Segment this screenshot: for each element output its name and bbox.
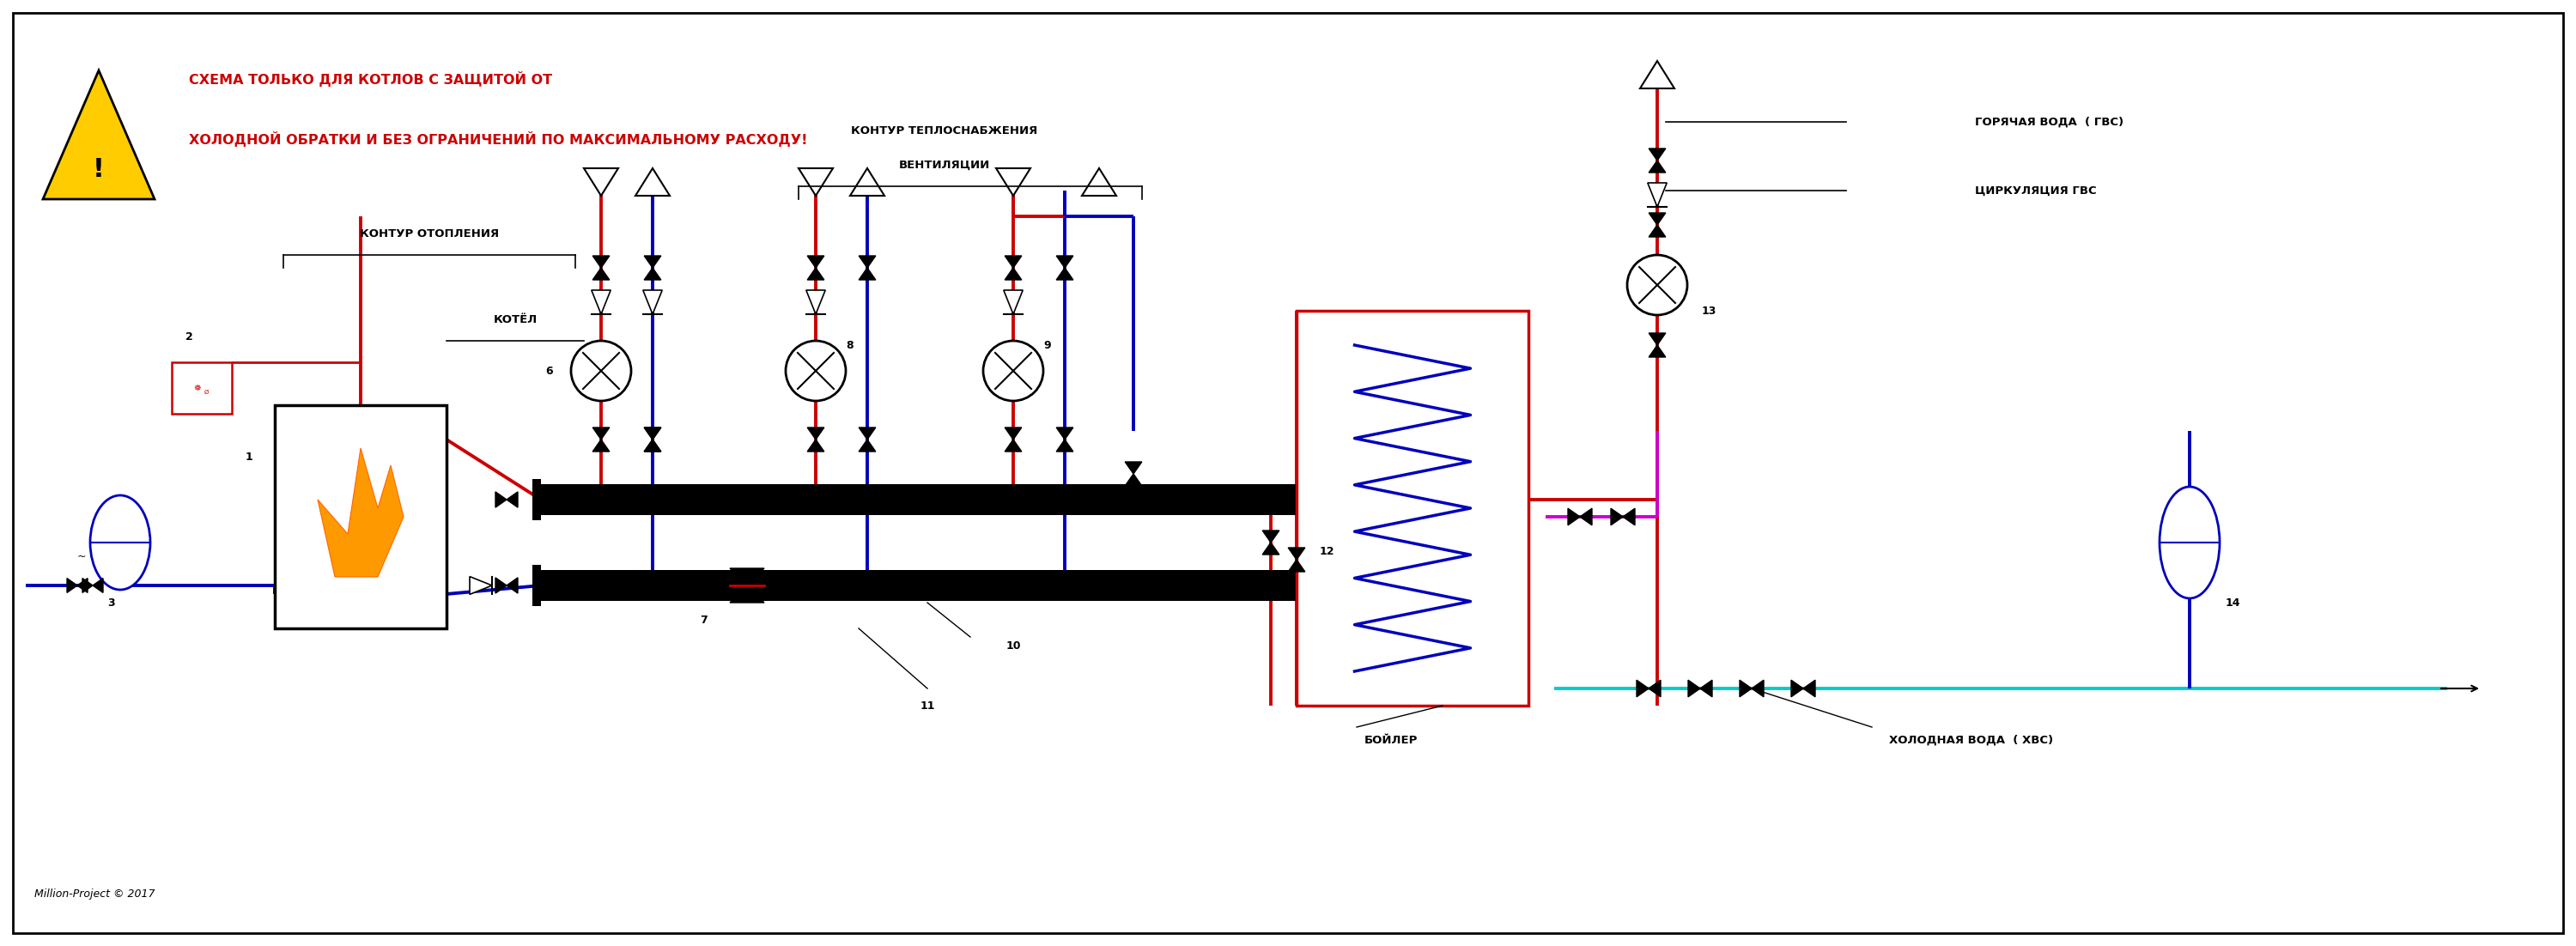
Polygon shape: [585, 168, 618, 196]
Polygon shape: [729, 569, 765, 586]
Polygon shape: [858, 428, 876, 451]
Polygon shape: [1610, 508, 1636, 525]
Polygon shape: [592, 428, 611, 451]
Polygon shape: [67, 578, 88, 592]
Bar: [533, 479, 541, 520]
Text: 2: 2: [185, 331, 193, 342]
Polygon shape: [644, 428, 662, 451]
Polygon shape: [806, 290, 824, 314]
Polygon shape: [1005, 255, 1023, 280]
Polygon shape: [1739, 680, 1765, 697]
Text: ☸: ☸: [193, 384, 201, 393]
Text: БОЙЛЕР: БОЙЛЕР: [1365, 734, 1417, 745]
Polygon shape: [850, 168, 884, 196]
Polygon shape: [1687, 680, 1713, 697]
Bar: [541, 484, 1461, 515]
Polygon shape: [592, 255, 611, 280]
Polygon shape: [317, 448, 404, 577]
Text: ЦИРКУЛЯЦИЯ ГВС: ЦИРКУЛЯЦИЯ ГВС: [1976, 185, 2097, 196]
Polygon shape: [806, 428, 824, 451]
Circle shape: [1628, 255, 1687, 315]
Circle shape: [572, 341, 631, 401]
Polygon shape: [1569, 508, 1592, 525]
Text: ~: ~: [77, 552, 85, 562]
Polygon shape: [1005, 428, 1023, 451]
Text: 9: 9: [1043, 340, 1051, 351]
Text: КОТЁЛ: КОТЁЛ: [492, 314, 538, 324]
Circle shape: [786, 341, 845, 401]
Polygon shape: [1262, 531, 1280, 554]
Text: !: !: [93, 157, 106, 182]
Polygon shape: [495, 578, 518, 593]
Polygon shape: [729, 586, 765, 603]
Text: 6: 6: [546, 365, 554, 377]
Bar: [1461, 565, 1468, 606]
Polygon shape: [1641, 61, 1674, 88]
Text: 8: 8: [848, 340, 853, 351]
Polygon shape: [495, 492, 518, 507]
Text: 7: 7: [701, 614, 708, 625]
Polygon shape: [806, 255, 824, 280]
Ellipse shape: [90, 496, 149, 589]
Polygon shape: [1649, 213, 1667, 236]
Polygon shape: [644, 255, 662, 280]
Polygon shape: [1649, 149, 1667, 172]
Polygon shape: [1649, 183, 1667, 207]
Polygon shape: [1790, 680, 1816, 697]
Polygon shape: [1288, 548, 1306, 571]
Text: ХОЛОДНАЯ ВОДА  ( ХВС): ХОЛОДНАЯ ВОДА ( ХВС): [1888, 734, 2053, 745]
Bar: [533, 565, 541, 606]
Text: Million-Project © 2017: Million-Project © 2017: [33, 889, 155, 900]
Polygon shape: [636, 168, 670, 196]
Text: 12: 12: [1319, 546, 1334, 556]
Circle shape: [984, 341, 1043, 401]
Polygon shape: [1082, 168, 1115, 196]
Text: 14: 14: [2226, 597, 2241, 608]
Bar: [1296, 310, 1528, 706]
Text: СХЕМА ТОЛЬКО ДЛЯ КОТЛОВ С ЗАЩИТОЙ ОТ: СХЕМА ТОЛЬКО ДЛЯ КОТЛОВ С ЗАЩИТОЙ ОТ: [188, 71, 551, 87]
Text: ВЕНТИЛЯЦИИ: ВЕНТИЛЯЦИИ: [899, 159, 989, 170]
Polygon shape: [1056, 428, 1074, 451]
Text: 13: 13: [1700, 306, 1716, 316]
Text: КОНТУР ОТОПЛЕНИЯ: КОНТУР ОТОПЛЕНИЯ: [361, 228, 500, 239]
Text: 10: 10: [1005, 639, 1020, 651]
Text: ХОЛОДНОЙ ОБРАТКИ И БЕЗ ОГРАНИЧЕНИЙ ПО МАКСИМАЛЬНОМУ РАСХОДУ!: ХОЛОДНОЙ ОБРАТКИ И БЕЗ ОГРАНИЧЕНИЙ ПО МА…: [188, 131, 809, 147]
Text: 3: 3: [108, 597, 116, 608]
Polygon shape: [799, 168, 832, 196]
Text: 11: 11: [920, 700, 935, 711]
Bar: [276, 405, 446, 628]
Ellipse shape: [2159, 487, 2221, 598]
Polygon shape: [644, 428, 662, 451]
Text: ГОРЯЧАЯ ВОДА  ( ГВС): ГОРЯЧАЯ ВОДА ( ГВС): [1976, 116, 2123, 128]
Polygon shape: [644, 290, 662, 314]
Text: КОНТУР ТЕПЛОСНАБЖЕНИЯ: КОНТУР ТЕПЛОСНАБЖЕНИЯ: [850, 125, 1038, 136]
Polygon shape: [858, 255, 876, 280]
Polygon shape: [1649, 333, 1667, 357]
Bar: [1461, 479, 1468, 520]
Polygon shape: [1126, 462, 1141, 486]
Polygon shape: [1636, 680, 1662, 697]
Polygon shape: [82, 578, 103, 592]
Text: Ø: Ø: [204, 390, 209, 394]
Bar: [173, 362, 232, 413]
Text: 1: 1: [245, 451, 252, 463]
Polygon shape: [1005, 290, 1023, 314]
Polygon shape: [1056, 255, 1074, 280]
Polygon shape: [469, 576, 492, 594]
Bar: [541, 570, 1461, 601]
Polygon shape: [44, 70, 155, 200]
Polygon shape: [592, 290, 611, 314]
Polygon shape: [997, 168, 1030, 196]
